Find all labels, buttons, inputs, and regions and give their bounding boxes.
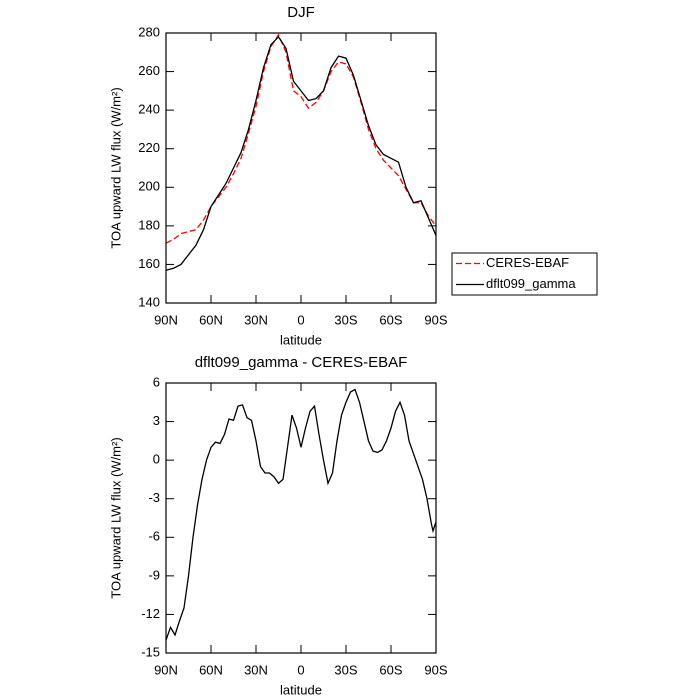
y-tick-label: -15: [141, 644, 160, 659]
data-line: [165, 35, 437, 271]
y-tick-label: -12: [141, 606, 160, 621]
x-tick-label: 90S: [424, 662, 447, 677]
x-tick-label: 30S: [334, 662, 357, 677]
x-tick-label: 60S: [379, 662, 402, 677]
y-tick-label: 200: [138, 179, 160, 194]
plot-frame: [165, 382, 437, 654]
y-tick-label: 3: [153, 413, 160, 428]
y-tick-label: 280: [138, 24, 160, 39]
y-tick-label: -6: [148, 529, 160, 544]
x-tick-label: 30S: [334, 312, 357, 327]
x-tick-label: 90N: [154, 662, 178, 677]
x-tick-label: 0: [297, 312, 304, 327]
x-tick-label: 60S: [379, 312, 402, 327]
y-axis-label: TOA upward LW flux (W/m²): [108, 87, 123, 248]
data-line: [165, 388, 437, 641]
y-axis-label: TOA upward LW flux (W/m²): [108, 437, 123, 598]
plot-frame: [165, 32, 437, 304]
x-tick-label: 30N: [244, 662, 268, 677]
y-tick-label: 6: [153, 374, 160, 389]
y-tick-label: -3: [148, 490, 160, 505]
y-tick-label: 160: [138, 256, 160, 271]
y-tick-label: 180: [138, 217, 160, 232]
x-tick-label: 90S: [424, 312, 447, 327]
x-tick-label: 0: [297, 662, 304, 677]
x-tick-label: 60N: [199, 662, 223, 677]
x-tick-label: 60N: [199, 312, 223, 327]
legend-box: [451, 252, 598, 296]
x-axis-label: latitude: [280, 332, 322, 347]
y-tick-label: 240: [138, 102, 160, 117]
data-line: [165, 33, 437, 244]
y-tick-label: 220: [138, 140, 160, 155]
y-tick-label: 140: [138, 294, 160, 309]
chart-title: dflt099_gamma - CERES-EBAF: [195, 354, 408, 371]
x-axis-label: latitude: [280, 682, 322, 697]
x-tick-label: 30N: [244, 312, 268, 327]
y-tick-label: 0: [153, 452, 160, 467]
y-tick-label: 260: [138, 63, 160, 78]
legend-label: dflt099_gamma: [486, 276, 576, 291]
x-tick-label: 90N: [154, 312, 178, 327]
y-tick-label: -9: [148, 567, 160, 582]
chart-title: DJF: [287, 4, 315, 21]
legend-label: CERES-EBAF: [486, 255, 569, 270]
